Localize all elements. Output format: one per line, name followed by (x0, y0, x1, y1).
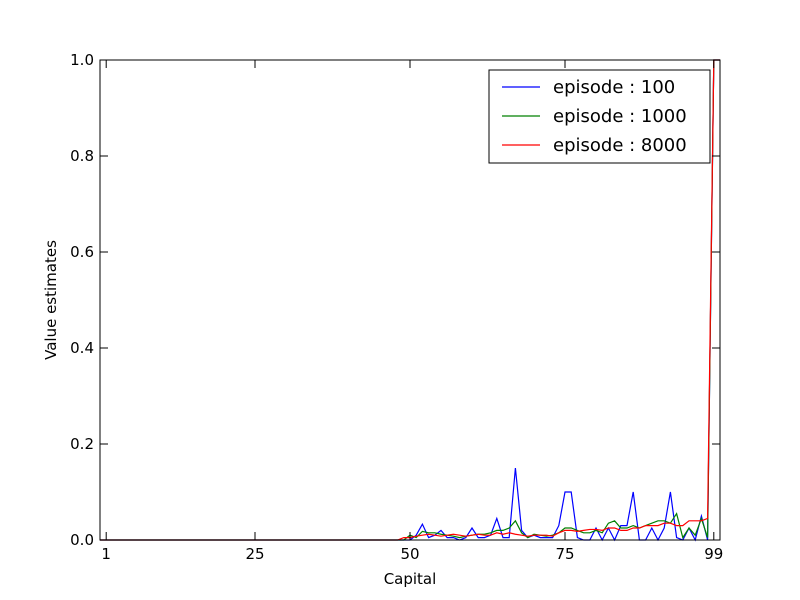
y-axis-label: Value estimates (42, 240, 60, 360)
x-tick-label: 25 (245, 545, 264, 563)
y-tick-label: 1.0 (70, 51, 94, 69)
x-tick-label: 50 (400, 545, 419, 563)
y-tick-label: 0.2 (70, 435, 94, 453)
series-line-1 (100, 59, 720, 542)
legend: episode : 100 episode : 1000 episode : 800… (488, 69, 711, 164)
x-tick-label: 99 (704, 545, 723, 563)
y-tick-label: 0.4 (70, 339, 94, 357)
series-layer (100, 59, 720, 542)
y-tick-label: 0.6 (70, 243, 94, 261)
axis-tick-labels: 1 25 50 75 99 0.0 0.2 0.4 0.6 0.8 1.0 (70, 51, 723, 563)
series-line-3 (100, 59, 720, 541)
x-tick-label: 75 (555, 545, 574, 563)
series-line-2 (100, 59, 720, 541)
y-tick-label: 0.0 (70, 531, 94, 549)
x-tick-label: 1 (101, 545, 111, 563)
legend-entry-2: episode : 1000 (553, 106, 687, 127)
y-tick-label: 0.8 (70, 147, 94, 165)
legend-entry-3: episode : 8000 (553, 135, 687, 156)
legend-entry-1: episode : 100 (553, 77, 675, 98)
x-axis-label: Capital (384, 570, 437, 588)
axis-ticks (100, 59, 720, 541)
